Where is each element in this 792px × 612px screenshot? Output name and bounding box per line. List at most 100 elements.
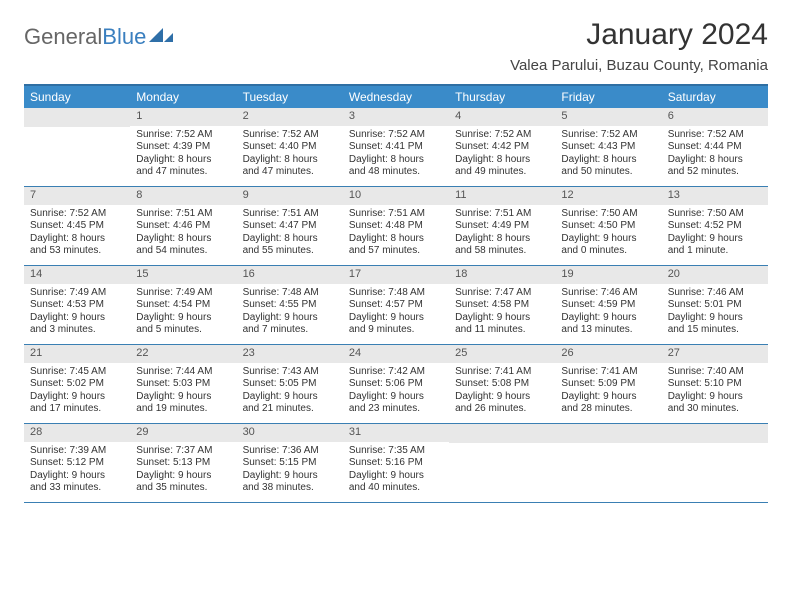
sunrise-text: Sunrise: 7:52 AM [561,129,655,142]
calendar-day [24,108,130,186]
daylight-text: Daylight: 8 hours and 50 minutes. [561,154,655,179]
sunrise-text: Sunrise: 7:37 AM [136,445,230,458]
calendar-day [555,424,661,502]
day-body: Sunrise: 7:52 AMSunset: 4:41 PMDaylight:… [343,126,449,184]
sunset-text: Sunset: 5:05 PM [243,378,337,391]
day-body: Sunrise: 7:47 AMSunset: 4:58 PMDaylight:… [449,284,555,342]
calendar-day: 23Sunrise: 7:43 AMSunset: 5:05 PMDayligh… [237,345,343,423]
calendar-day: 9Sunrise: 7:51 AMSunset: 4:47 PMDaylight… [237,187,343,265]
brand-part2: Blue [102,24,146,50]
sunset-text: Sunset: 5:10 PM [668,378,762,391]
day-body: Sunrise: 7:49 AMSunset: 4:53 PMDaylight:… [24,284,130,342]
day-number [555,424,661,443]
hdr-tuesday: Tuesday [237,86,343,108]
sunset-text: Sunset: 4:40 PM [243,141,337,154]
day-number: 11 [449,187,555,205]
calendar-day: 27Sunrise: 7:40 AMSunset: 5:10 PMDayligh… [662,345,768,423]
calendar-day: 30Sunrise: 7:36 AMSunset: 5:15 PMDayligh… [237,424,343,502]
sunrise-text: Sunrise: 7:35 AM [349,445,443,458]
day-number: 27 [662,345,768,363]
sunrise-text: Sunrise: 7:46 AM [668,287,762,300]
day-body [662,443,768,451]
daylight-text: Daylight: 9 hours and 30 minutes. [668,391,762,416]
day-body: Sunrise: 7:46 AMSunset: 5:01 PMDaylight:… [662,284,768,342]
day-body: Sunrise: 7:41 AMSunset: 5:09 PMDaylight:… [555,363,661,421]
sunrise-text: Sunrise: 7:52 AM [30,208,124,221]
day-number: 2 [237,108,343,126]
day-body [555,443,661,451]
sunset-text: Sunset: 5:06 PM [349,378,443,391]
day-body: Sunrise: 7:48 AMSunset: 4:55 PMDaylight:… [237,284,343,342]
day-number: 8 [130,187,236,205]
calendar-day: 25Sunrise: 7:41 AMSunset: 5:08 PMDayligh… [449,345,555,423]
daylight-text: Daylight: 9 hours and 3 minutes. [30,312,124,337]
calendar-day: 19Sunrise: 7:46 AMSunset: 4:59 PMDayligh… [555,266,661,344]
title-block: January 2024 Valea Parului, Buzau County… [510,18,768,74]
sunrise-text: Sunrise: 7:52 AM [455,129,549,142]
sunrise-text: Sunrise: 7:48 AM [349,287,443,300]
calendar-day: 5Sunrise: 7:52 AMSunset: 4:43 PMDaylight… [555,108,661,186]
day-body: Sunrise: 7:40 AMSunset: 5:10 PMDaylight:… [662,363,768,421]
day-body: Sunrise: 7:52 AMSunset: 4:44 PMDaylight:… [662,126,768,184]
sunset-text: Sunset: 4:59 PM [561,299,655,312]
calendar-day: 15Sunrise: 7:49 AMSunset: 4:54 PMDayligh… [130,266,236,344]
day-number: 25 [449,345,555,363]
day-number: 24 [343,345,449,363]
day-number: 15 [130,266,236,284]
day-number: 23 [237,345,343,363]
day-number: 19 [555,266,661,284]
day-number: 3 [343,108,449,126]
sunrise-text: Sunrise: 7:49 AM [136,287,230,300]
daylight-text: Daylight: 9 hours and 11 minutes. [455,312,549,337]
sunrise-text: Sunrise: 7:39 AM [30,445,124,458]
calendar-day [662,424,768,502]
calendar-week: 21Sunrise: 7:45 AMSunset: 5:02 PMDayligh… [24,345,768,424]
sunrise-text: Sunrise: 7:51 AM [243,208,337,221]
daylight-text: Daylight: 8 hours and 49 minutes. [455,154,549,179]
day-body: Sunrise: 7:51 AMSunset: 4:47 PMDaylight:… [237,205,343,263]
daylight-text: Daylight: 9 hours and 21 minutes. [243,391,337,416]
sunset-text: Sunset: 5:16 PM [349,457,443,470]
calendar-day: 12Sunrise: 7:50 AMSunset: 4:50 PMDayligh… [555,187,661,265]
sunset-text: Sunset: 4:39 PM [136,141,230,154]
brand-logo: GeneralBlue [24,18,173,50]
day-number: 22 [130,345,236,363]
sunrise-text: Sunrise: 7:47 AM [455,287,549,300]
day-body: Sunrise: 7:44 AMSunset: 5:03 PMDaylight:… [130,363,236,421]
day-number: 28 [24,424,130,442]
sunset-text: Sunset: 4:49 PM [455,220,549,233]
hdr-sunday: Sunday [24,86,130,108]
calendar-header-row: Sunday Monday Tuesday Wednesday Thursday… [24,86,768,108]
day-body: Sunrise: 7:52 AMSunset: 4:39 PMDaylight:… [130,126,236,184]
day-number: 13 [662,187,768,205]
page-title: January 2024 [510,18,768,51]
day-body: Sunrise: 7:39 AMSunset: 5:12 PMDaylight:… [24,442,130,500]
sunset-text: Sunset: 4:58 PM [455,299,549,312]
daylight-text: Daylight: 8 hours and 52 minutes. [668,154,762,179]
sunrise-text: Sunrise: 7:49 AM [30,287,124,300]
daylight-text: Daylight: 9 hours and 13 minutes. [561,312,655,337]
day-number: 16 [237,266,343,284]
daylight-text: Daylight: 9 hours and 9 minutes. [349,312,443,337]
day-number: 9 [237,187,343,205]
sunset-text: Sunset: 4:42 PM [455,141,549,154]
hdr-monday: Monday [130,86,236,108]
sunset-text: Sunset: 4:45 PM [30,220,124,233]
day-number: 1 [130,108,236,126]
hdr-saturday: Saturday [662,86,768,108]
daylight-text: Daylight: 8 hours and 48 minutes. [349,154,443,179]
day-body: Sunrise: 7:42 AMSunset: 5:06 PMDaylight:… [343,363,449,421]
sunrise-text: Sunrise: 7:40 AM [668,366,762,379]
sunset-text: Sunset: 5:13 PM [136,457,230,470]
location-subtitle: Valea Parului, Buzau County, Romania [510,57,768,74]
daylight-text: Daylight: 9 hours and 38 minutes. [243,470,337,495]
calendar-week: 14Sunrise: 7:49 AMSunset: 4:53 PMDayligh… [24,266,768,345]
daylight-text: Daylight: 8 hours and 47 minutes. [136,154,230,179]
daylight-text: Daylight: 9 hours and 1 minute. [668,233,762,258]
day-body: Sunrise: 7:50 AMSunset: 4:50 PMDaylight:… [555,205,661,263]
day-body: Sunrise: 7:52 AMSunset: 4:43 PMDaylight:… [555,126,661,184]
sunrise-text: Sunrise: 7:52 AM [668,129,762,142]
sunset-text: Sunset: 4:57 PM [349,299,443,312]
day-body: Sunrise: 7:48 AMSunset: 4:57 PMDaylight:… [343,284,449,342]
calendar-day: 2Sunrise: 7:52 AMSunset: 4:40 PMDaylight… [237,108,343,186]
